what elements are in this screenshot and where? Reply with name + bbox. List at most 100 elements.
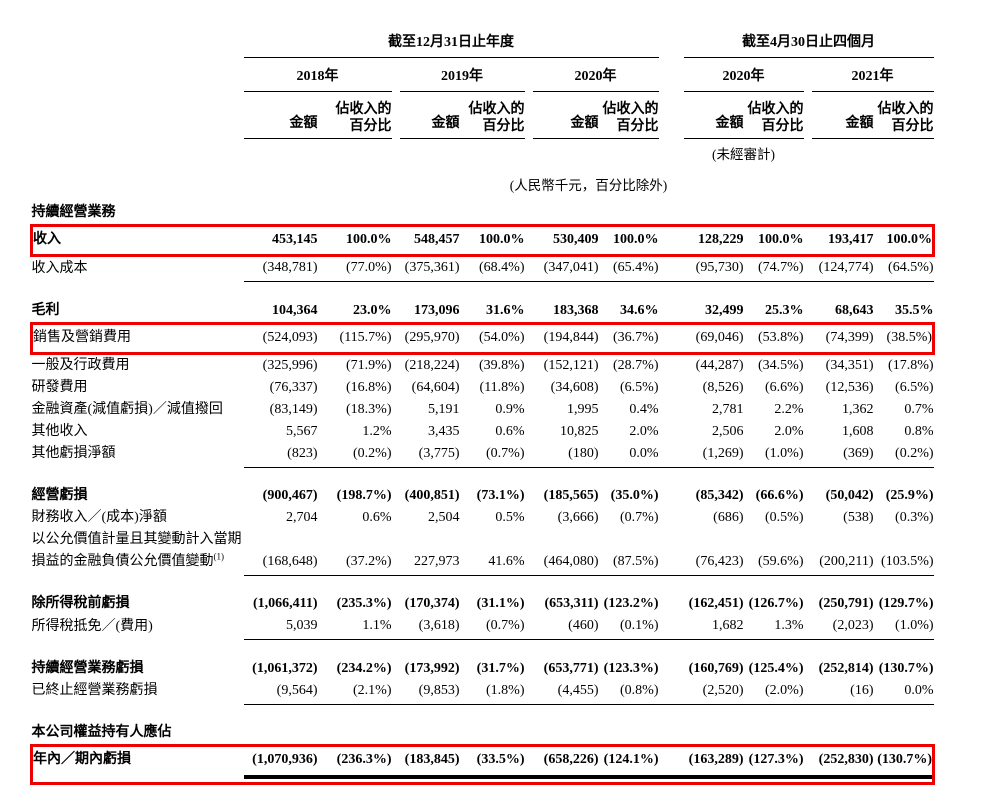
amount-cell: (74,399) (811, 321, 874, 355)
year-header-2018: 2018年 (243, 57, 392, 92)
amount-cell: (185,565) (543, 488, 599, 503)
column-gap (392, 593, 400, 615)
percent-cell: (234.2%) (336, 660, 392, 676)
section-label: 本公司權益持有人應佔 (31, 725, 172, 740)
column-gap (803, 442, 812, 468)
pct-header-line2: 百分比 (349, 119, 392, 134)
column-gap (391, 679, 400, 705)
row-label: 銷售及營銷費用 (30, 321, 244, 355)
percent-cell: 0.9% (495, 401, 525, 417)
column-gap (524, 529, 533, 576)
amount-cell: (163,289) (683, 744, 744, 771)
amount-cell: 3,435 (428, 423, 460, 439)
column-gap (391, 321, 400, 355)
percent-cell: (1.8%) (459, 679, 525, 705)
percent-cell: 0.8% (904, 423, 934, 439)
percent-cell: 2.2% (774, 401, 804, 417)
amount-cell: (44,287) (695, 357, 744, 373)
column-gap (525, 377, 533, 399)
percent-cell: (6.6%) (765, 379, 804, 395)
amount-cell: 5,567 (286, 423, 318, 439)
spacer-row (32, 704, 934, 722)
percent-cell: 35.5% (895, 302, 934, 318)
percent-cell: (38.5%) (873, 321, 936, 355)
amount-cell: 5,191 (428, 401, 460, 417)
column-gap (803, 321, 812, 355)
pct-column-header: 佔收入的 百分比 (598, 91, 659, 139)
financial-statements-table: 截至12月31日止年度 截至4月30日止四個月 2018年 2019年 2020… (30, 30, 936, 785)
amount-cell: (85,342) (695, 488, 744, 503)
row-label: 其他虧損淨額 (31, 446, 116, 461)
amount-cell: (2,520) (683, 679, 744, 705)
table-row: 其他虧損淨額 (823) (0.2%) (3,775) (0.7%) (180) 0.0%(… (31, 442, 934, 468)
percent-cell: 1.2% (362, 423, 392, 439)
column-gap (804, 377, 812, 399)
amount-column-header: 金額 (811, 91, 874, 139)
amount-cell: (162,451) (688, 596, 744, 611)
table-row: 金融資產(減值虧損)／減值撥回 (83,149) (18.3%) 5,191 0.9% 1… (32, 399, 934, 421)
percent-cell: (71.9%) (346, 357, 392, 373)
spacer-cell (32, 467, 934, 485)
percent-cell: (18.3%) (346, 401, 392, 417)
column-gap (803, 255, 812, 282)
percent-cell: (0.7%) (459, 615, 525, 640)
column-gap (804, 593, 812, 615)
column-gap (804, 58, 812, 92)
percent-cell: (6.5%) (895, 379, 934, 395)
column-gap (659, 658, 684, 680)
percent-cell: (28.7%) (613, 357, 659, 373)
percent-cell: 100.0% (873, 224, 936, 257)
percent-cell: 100.0% (317, 224, 392, 257)
section-row: 持續經營業務 (32, 202, 934, 226)
spacer-row (32, 467, 934, 485)
percent-cell: (39.8%) (479, 357, 525, 373)
column-gap (392, 399, 400, 421)
pct-column-header: 佔收入的 百分比 (317, 91, 392, 139)
amount-cell: 2,704 (286, 510, 318, 525)
section-label: 持續經營業務 (31, 205, 116, 220)
table-row: 收入 453,145 100.0% 548,457 100.0% 530,409 100.0… (30, 224, 936, 257)
row-label: 毛利 (31, 302, 60, 318)
amount-cell: (180) (532, 442, 599, 468)
period-header-dec: 截至12月31日止年度 (243, 30, 659, 58)
amount-cell: 530,409 (532, 224, 599, 257)
percent-cell: (2.0%) (743, 679, 804, 705)
column-gap (803, 615, 812, 640)
column-gap (659, 92, 684, 139)
header-spacer (32, 30, 244, 58)
column-gap (525, 658, 533, 680)
percent-cell: 100.0% (459, 224, 525, 257)
spacer-cell (32, 575, 934, 593)
amount-column-header: 金額 (399, 91, 460, 139)
column-gap (658, 321, 684, 355)
pct-header-line1: 佔收入的 (747, 102, 804, 117)
amount-cell: (653,311) (544, 596, 599, 611)
amount-cell: 104,364 (272, 302, 318, 318)
pct-header-line1: 佔收入的 (602, 102, 659, 117)
percent-cell: (125.4%) (748, 660, 804, 676)
percent-cell: 23.0% (353, 302, 392, 318)
percent-cell: (74.7%) (743, 255, 804, 282)
percent-cell: (0.2%) (317, 442, 392, 468)
percent-cell: (198.7%) (336, 488, 392, 503)
amount-cell: 227,973 (399, 529, 460, 576)
column-gap (659, 421, 684, 443)
pct-header-line2: 百分比 (761, 119, 804, 134)
percent-cell: 25.3% (765, 302, 804, 318)
period-header-apr: 截至4月30日止四個月 (683, 30, 934, 58)
percent-cell: (115.7%) (317, 321, 392, 355)
table-row: 一般及行政費用 (325,996) (71.9%) (218,224) (39.8%) (… (32, 353, 934, 377)
column-gap (658, 224, 684, 257)
spacer-cell (32, 704, 934, 722)
percent-cell: 34.6% (620, 302, 659, 318)
amount-cell: (50,042) (825, 488, 874, 503)
column-gap (524, 679, 533, 705)
percent-cell: (68.4%) (459, 255, 525, 282)
amount-cell: (464,080) (532, 529, 599, 576)
percent-cell: 100.0% (598, 224, 659, 257)
column-gap (659, 30, 684, 58)
amount-cell: (152,121) (543, 357, 599, 373)
spacer-row (32, 282, 934, 300)
amount-cell: (4,455) (532, 679, 599, 705)
amount-cell: (3,775) (399, 442, 460, 468)
